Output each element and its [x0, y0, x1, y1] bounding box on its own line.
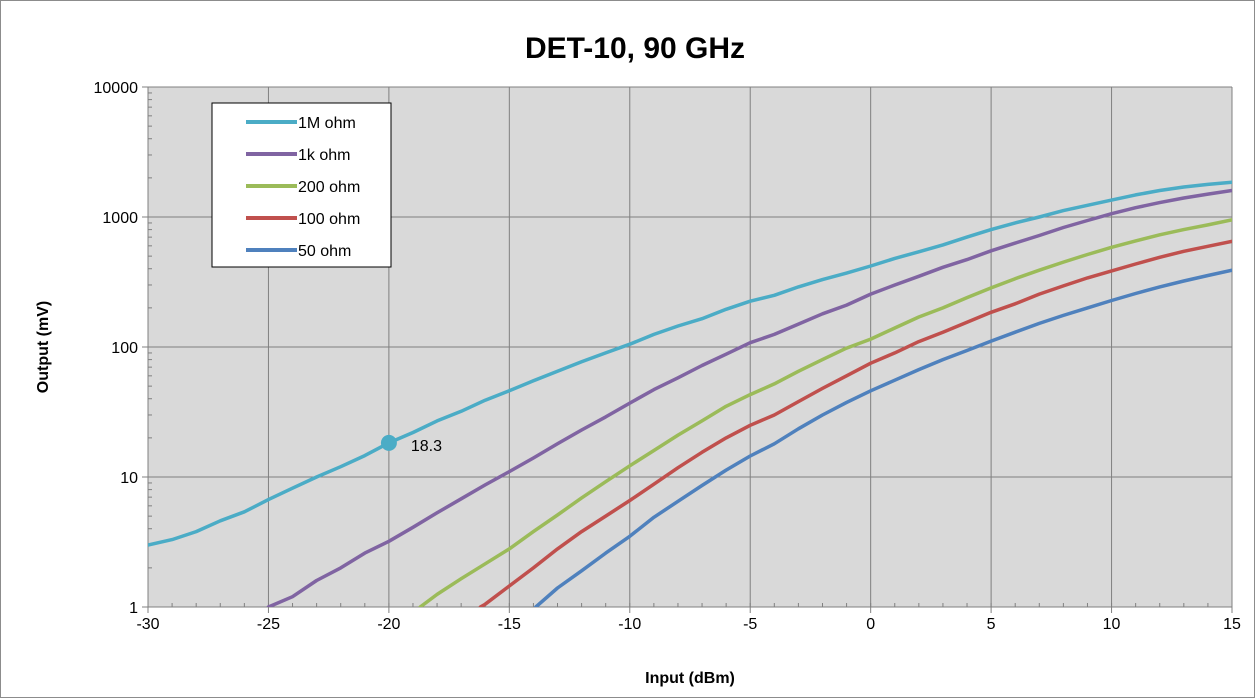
y-tick-label: 1 — [129, 600, 138, 617]
legend-label: 200 ohm — [298, 179, 360, 196]
x-tick-label: -30 — [136, 616, 159, 633]
series-line-1m-ohm — [148, 180, 1232, 547]
series-line-100-ohm — [478, 239, 1232, 607]
series-group — [148, 180, 1232, 607]
data-point-marker — [380, 434, 397, 451]
x-tick-label: -20 — [377, 616, 400, 633]
x-tick-label: 15 — [1223, 616, 1241, 633]
y-axis-label: Output (mV) — [35, 301, 52, 393]
x-tick-label: -10 — [618, 616, 641, 633]
x-tick-label: 5 — [987, 616, 996, 633]
legend-label: 1k ohm — [298, 147, 350, 164]
y-tick-label: 10000 — [94, 80, 139, 97]
x-axis-label: Input (dBm) — [645, 670, 735, 687]
legend-box — [211, 102, 392, 268]
series-line-50-ohm — [534, 268, 1232, 607]
y-tick-label: 10 — [120, 470, 138, 487]
y-tick-label: 100 — [111, 340, 138, 357]
x-tick-label: 10 — [1103, 616, 1121, 633]
legend-label: 100 ohm — [298, 211, 360, 228]
legend-label: 1M ohm — [298, 115, 356, 132]
x-tick-label: 0 — [866, 616, 875, 633]
y-tick-label: 1000 — [102, 210, 138, 227]
data-label: 18.3 — [411, 438, 442, 455]
legend: 1M ohm 1k ohm 200 ohm 100 ohm 50 ohm — [211, 102, 392, 268]
x-tick-label: -15 — [498, 616, 521, 633]
series-line-1k-ohm — [266, 188, 1232, 607]
chart-title: DET-10, 90 GHz — [525, 32, 745, 65]
x-tick-label: -25 — [257, 616, 280, 633]
x-tick-label: -5 — [743, 616, 757, 633]
legend-label: 50 ohm — [298, 243, 351, 260]
series-line-200-ohm — [418, 218, 1232, 607]
